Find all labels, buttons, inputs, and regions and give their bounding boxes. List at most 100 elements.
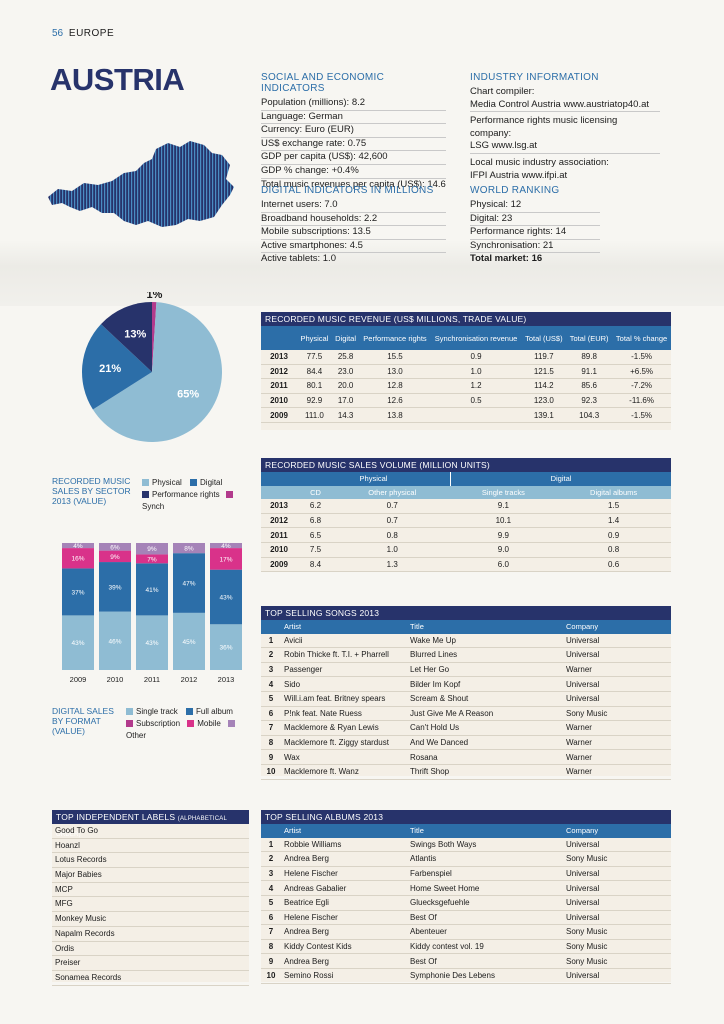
albums-table: TOP SELLING ALBUMS 2013 Artist Title Com… (261, 810, 671, 984)
table-cell: Semino Rossi (281, 968, 407, 984)
table-cell: Farbenspiel (407, 866, 563, 882)
label-item: Napalm Records (52, 927, 249, 942)
label-item: Good To Go (52, 824, 249, 839)
ranking-title: WORLD RANKING (470, 185, 560, 196)
row-label: 4 (261, 676, 281, 692)
row-label: 2 (261, 647, 281, 663)
albums-title: TOP SELLING ALBUMS 2013 (261, 810, 671, 824)
legend-item: Full album (186, 707, 233, 716)
bar-value-label: 43% (219, 594, 232, 601)
table-cell: 85.6 (566, 378, 613, 394)
austria-map (48, 141, 234, 227)
column-header: Digital albums (556, 485, 671, 500)
bar-title-line: DIGITAL SALES (52, 706, 114, 716)
bar-segment (62, 548, 94, 569)
table-row: 2011 80.1 20.0 12.8 1.2 114.2 85.6 -7.2% (261, 378, 671, 394)
table-cell: Swings Both Ways (407, 837, 563, 853)
table-cell: 1.2 (430, 378, 522, 394)
social-item: Language: German (261, 111, 446, 125)
row-label: 9 (261, 953, 281, 969)
table-cell: Universal (563, 866, 671, 882)
table-cell: 92.9 (297, 393, 332, 409)
table-cell: 23.0 (331, 364, 360, 380)
table-cell: Andreas Gabalier (281, 880, 407, 896)
table-cell: 0.8 (556, 542, 671, 558)
table-cell: 0.5 (430, 393, 522, 409)
table-cell: 104.3 (566, 407, 613, 423)
social-item: Total music revenues per capita (US$): 1… (261, 178, 446, 190)
ranking-item: Digital: 23 (470, 213, 600, 227)
country-title: AUSTRIA (50, 62, 185, 97)
table-cell: Universal (563, 676, 671, 692)
label-item: Preiser (52, 956, 249, 971)
bar-value-label: 9% (110, 554, 120, 561)
row-label: 8 (261, 735, 281, 751)
table-cell: 14.3 (331, 407, 360, 423)
bar-segment (173, 543, 205, 554)
row-label: 1 (261, 633, 281, 649)
table-row: 2010 92.9 17.0 12.6 0.5 123.0 92.3 -11.6% (261, 393, 671, 409)
table-cell: 0.7 (333, 499, 451, 514)
table-row: 2012 6.8 0.7 10.1 1.4 (261, 513, 671, 529)
bar-segment (210, 543, 242, 549)
page-header: 56 EUROPE (52, 28, 114, 39)
row-label: 2010 (261, 393, 297, 409)
row-label: 1 (261, 837, 281, 853)
group-header: Digital (450, 472, 671, 486)
social-item: GDP % change: +0.4% (261, 165, 446, 179)
songs-title: TOP SELLING SONGS 2013 (261, 606, 671, 620)
social-item: GDP per capita (US$): 42,600 (261, 151, 446, 165)
bar-value-label: 7% (147, 556, 157, 563)
legend-item: Mobile (187, 719, 221, 728)
table-cell: 6.5 (297, 527, 334, 543)
bar-value-label: 6% (110, 544, 120, 551)
table-cell: Can't Hold Us (407, 720, 563, 736)
table-cell: Macklemore & Ryan Lewis (281, 720, 407, 736)
table-row: 7 Macklemore & Ryan Lewis Can't Hold Us War… (261, 720, 671, 736)
column-header (261, 824, 281, 838)
table-cell: 0.9 (556, 527, 671, 543)
digital-item: Broadband households: 2.2 (261, 213, 446, 227)
table-cell: 6.8 (297, 513, 334, 529)
row-label: 2013 (261, 499, 297, 514)
table-cell: And We Danced (407, 735, 563, 751)
table-row: 2013 77.5 25.8 15.5 0.9 119.7 89.8 -1.5% (261, 350, 671, 365)
table-cell: 0.9 (430, 350, 522, 365)
table-cell: Best Of (407, 953, 563, 969)
table-row: 9 Andrea Berg Best Of Sony Music (261, 953, 671, 969)
digital-title: DIGITAL INDICATORS IN MILLIONS (261, 185, 434, 196)
labels-title: TOP INDEPENDENT LABELS (ALPHABETICAL ORD… (52, 810, 249, 838)
ranking-item: Performance rights: 14 (470, 226, 600, 240)
bar-value-label: 37% (71, 589, 84, 596)
column-header: Artist (281, 824, 407, 838)
table-row: 5 Will.i.am feat. Britney spears Scream & … (261, 691, 671, 707)
table-cell: Andrea Berg (281, 953, 407, 969)
row-label: 10 (261, 968, 281, 984)
column-header: Title (407, 824, 563, 838)
column-header: Total % change (612, 326, 671, 350)
bar-value-label: 36% (219, 645, 232, 652)
table-cell: -7.2% (612, 378, 671, 394)
table-row: 9 Wax Rosana Warner (261, 749, 671, 765)
legend-item: Performance rights (142, 490, 220, 499)
label-item: Monkey Music (52, 912, 249, 927)
table-row: 5 Beatrice Egli Gluecksgefuehle Universal (261, 895, 671, 911)
table-cell: 1.3 (333, 557, 451, 573)
table-cell: Warner (563, 720, 671, 736)
group-header: Physical (297, 472, 451, 486)
column-header: Total (US$) (521, 326, 567, 350)
table-cell: Universal (563, 647, 671, 663)
table-cell: Helene Fischer (281, 866, 407, 882)
table-row: 3 Passenger Let Her Go Warner (261, 662, 671, 678)
bar-segment (62, 568, 94, 616)
table-cell: Warner (563, 662, 671, 678)
table-cell: 17.0 (331, 393, 360, 409)
column-header: CD (297, 485, 334, 500)
bar-value-label: 4% (221, 543, 231, 550)
bar-value-label: 47% (182, 581, 195, 588)
row-label: 10 (261, 764, 281, 780)
table-cell: Macklemore ft. Wanz (281, 764, 407, 780)
bar-segment (210, 569, 242, 625)
industry-title: INDUSTRY INFORMATION (470, 72, 599, 83)
label-item: Lotus Records (52, 853, 249, 869)
